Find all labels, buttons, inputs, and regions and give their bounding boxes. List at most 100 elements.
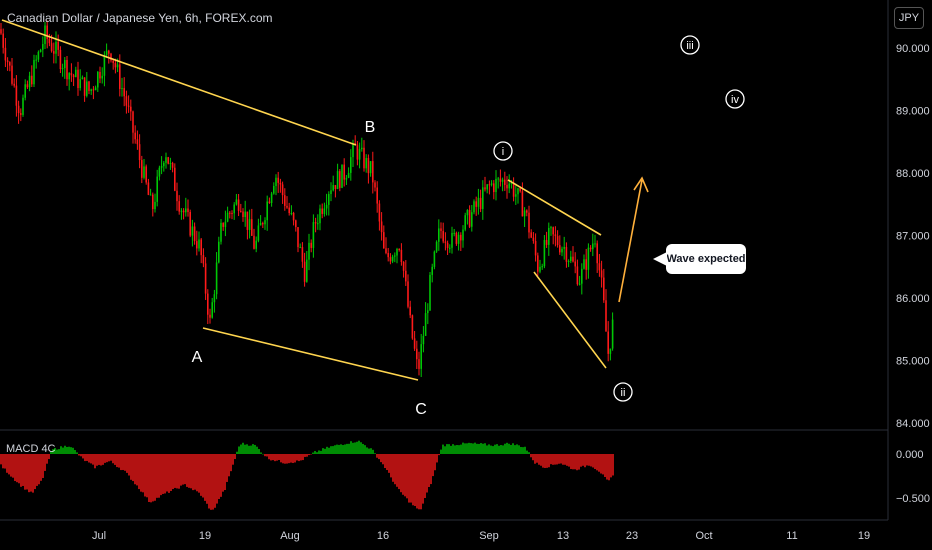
candle-body [592,243,594,250]
macd-bar [46,454,48,464]
candle-body [559,245,561,253]
macd-indicator-label[interactable]: MACD 4C [6,443,56,455]
candle-body [204,263,207,294]
trendlines-layer [1,19,649,381]
macd-bar [366,447,368,454]
candle-body [255,240,257,249]
macd-bar [468,442,470,454]
macd-bar [492,446,494,454]
macd-bar [192,454,194,491]
macd-bar [490,445,492,454]
candle-body [42,44,44,50]
candle-body [152,194,154,210]
candle-body [0,29,2,34]
currency-badge[interactable]: JPY [894,7,924,29]
candle-body [6,60,9,63]
macd-bar [38,454,40,485]
macd-bar [34,454,36,490]
macd-bar [256,446,258,454]
candle-body [11,65,13,84]
candle-body [532,237,535,242]
macd-bar [36,454,38,486]
candle-body [363,147,365,169]
candle-body [132,111,134,133]
macd-bar [272,454,274,461]
macd-bar [388,454,390,473]
candle-body [402,261,405,271]
candle-body [290,212,293,214]
macd-bar [134,454,136,485]
candle-body [59,49,62,70]
candle-body [433,251,436,267]
time-tick-label: Aug [280,530,300,542]
candle-body [57,41,59,50]
candle-body [389,257,392,262]
candle-body [319,208,321,224]
candle-body [611,319,614,349]
macd-bar [158,454,160,498]
macd-bar [516,444,518,454]
trendline [1,19,357,146]
candle-body [416,348,418,360]
macd-bar [72,447,74,454]
candle-body [97,71,99,88]
candle-body [517,188,519,195]
candle-body [292,212,295,221]
candle-body [284,195,286,206]
candle-body [449,247,451,249]
candle-body [495,178,497,193]
candle-body [475,201,477,207]
candle-body [405,270,407,282]
macd-bar [216,454,218,504]
macd-bar [168,454,170,493]
candle-body [297,227,299,248]
macd-bar [444,446,446,454]
candle-body [332,185,334,191]
trendline [533,271,607,369]
macd-bar [172,454,174,490]
macd-bar [266,454,268,457]
macd-bar [452,444,454,454]
macd-bar [562,454,564,465]
macd-bar [486,445,488,454]
time-tick-label: 23 [626,530,638,542]
candle-body [374,182,376,188]
macd-bar [582,454,584,466]
macd-bar [424,454,426,498]
macd-bar [546,454,548,468]
macd-bar [590,454,592,467]
time-tick-label: 11 [786,530,797,542]
candle-body [380,221,383,233]
macd-bar [342,445,344,454]
macd-bar [154,454,156,501]
candle-body [123,88,125,97]
macd-bar [32,454,34,493]
candle-body [418,359,420,369]
wave-expected-callout: Wave expected [653,244,746,274]
candle-body [541,266,543,268]
candle-body [13,83,15,86]
macd-bar [238,446,240,454]
macd-bar [152,454,154,502]
macd-tick-label: 0.000 [896,449,924,461]
candle-body [279,182,282,185]
macd-bar [222,454,224,492]
candle-body [191,226,194,236]
candle-body [499,178,502,182]
macd-bar [344,444,346,454]
macd-bar [20,454,22,487]
macd-bar [298,454,300,462]
macd-bar [206,454,208,504]
macd-bar [420,454,422,510]
candle-body [530,232,532,238]
wave-circle-iii [680,35,700,55]
macd-bar [560,454,562,464]
candle-body [391,256,394,262]
macd-bar [360,442,362,454]
candle-body [561,248,563,253]
macd-bar [174,454,176,488]
macd-bar [552,454,554,465]
candle-body [125,96,128,106]
candle-body [158,167,161,177]
